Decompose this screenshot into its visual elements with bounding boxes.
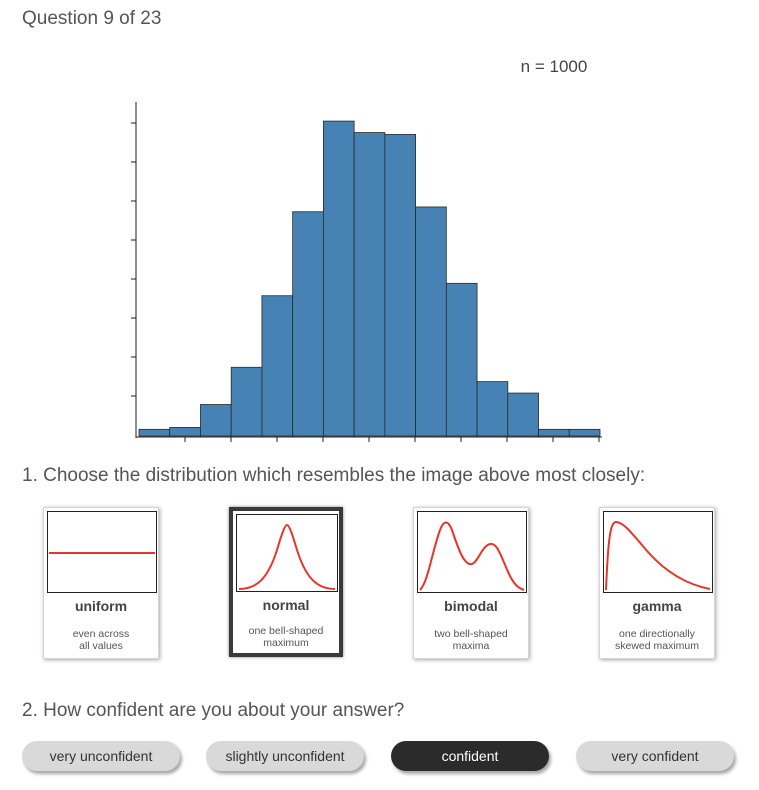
option-description: even across all values xyxy=(72,628,130,652)
option-name: normal xyxy=(262,597,310,613)
confidence-confident-button[interactable]: confident xyxy=(391,741,549,771)
confidence-slightly-unconfident-button[interactable]: slightly unconfident xyxy=(206,741,364,771)
option-name: uniform xyxy=(74,598,128,614)
histogram-bar xyxy=(322,120,355,437)
histogram-bar xyxy=(476,381,509,437)
question-1-text: 1. Choose the distribution which resembl… xyxy=(22,465,646,486)
confidence-very-unconfident-button[interactable]: very unconfident xyxy=(22,741,180,771)
gamma-curve-icon xyxy=(603,511,713,593)
histogram-bar xyxy=(445,282,478,437)
histogram-bar xyxy=(230,366,263,437)
histogram-bar xyxy=(353,132,386,437)
histogram-bar xyxy=(384,134,417,437)
question-counter: Question 9 of 23 xyxy=(22,8,162,29)
normal-curve-icon xyxy=(236,514,338,592)
histogram-bar xyxy=(138,428,171,437)
option-name: gamma xyxy=(632,598,682,614)
histogram-bar xyxy=(415,206,447,437)
histogram-bar xyxy=(169,427,201,437)
confidence-very-confident-button[interactable]: very confident xyxy=(576,741,734,771)
bimodal-curve-icon xyxy=(417,511,527,593)
option-card-uniform[interactable]: uniform even across all values xyxy=(43,507,159,659)
option-card-normal[interactable]: normal one bell-shaped maximum xyxy=(229,507,343,657)
option-name: bimodal xyxy=(444,598,498,614)
option-card-bimodal[interactable]: bimodal two bell-shaped maxima xyxy=(413,507,529,659)
histogram-bar xyxy=(292,211,324,437)
histogram-chart: n = 1000 xyxy=(131,57,602,442)
histogram-bar xyxy=(538,428,570,437)
sample-size-label: n = 1000 xyxy=(521,57,588,76)
option-description: two bell-shaped maxima xyxy=(434,628,508,652)
uniform-curve-icon xyxy=(47,511,157,593)
histogram-bar xyxy=(507,392,539,437)
histogram-bar xyxy=(261,295,294,437)
histogram-bar xyxy=(568,428,601,437)
histogram-bar xyxy=(200,404,232,437)
option-card-gamma[interactable]: gamma one directionally skewed maximum xyxy=(599,507,715,659)
option-description: one bell-shaped maximum xyxy=(248,625,324,649)
option-description: one directionally skewed maximum xyxy=(614,628,700,652)
question-2-text: 2. How confident are you about your answ… xyxy=(22,700,405,721)
